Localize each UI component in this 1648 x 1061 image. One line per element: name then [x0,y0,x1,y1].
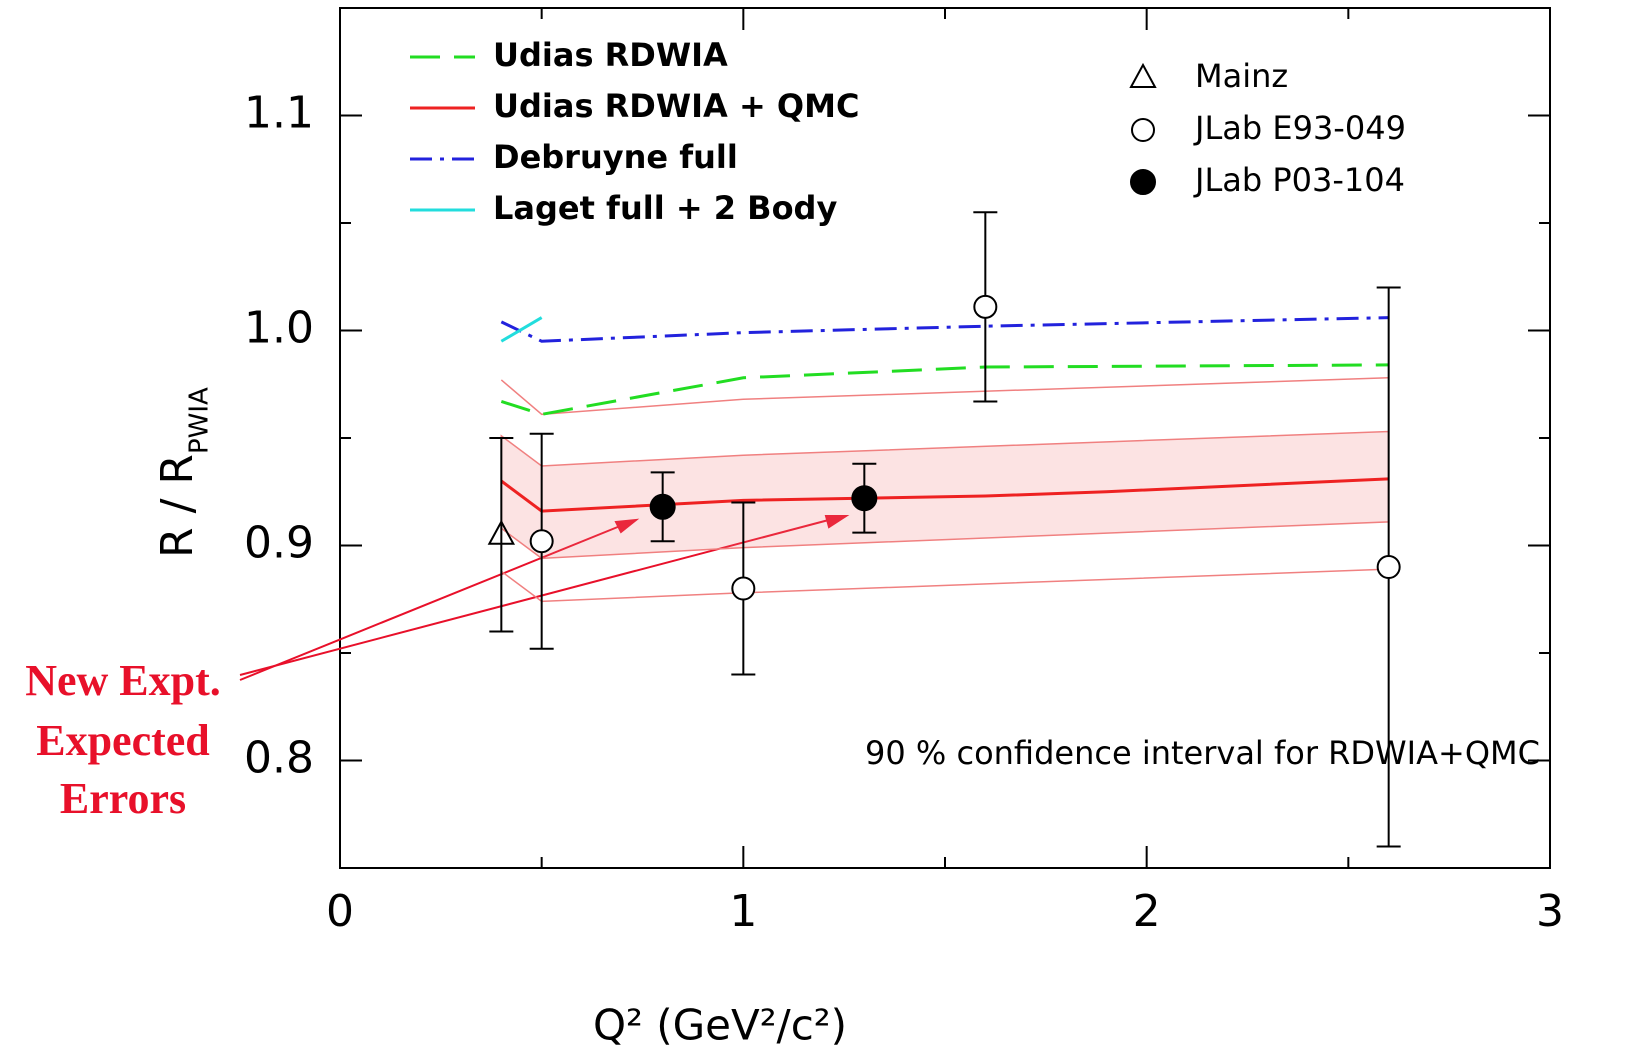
x-tick-label: 2 [1133,886,1161,937]
curve [500,316,1389,343]
y-axis-label-sub: PWIA [185,387,215,454]
data-point [731,576,756,601]
band-edge [500,377,1389,416]
arrow [239,516,841,676]
curve [500,363,1389,416]
annotation: Expected [36,716,210,765]
annotation: Errors [60,774,186,823]
legend-label: JLab E93-049 [1193,109,1406,147]
confidence-band [500,430,1390,560]
legend-marker [1129,62,1157,88]
y-axis-label: R / R [152,454,203,558]
y-tick-label: 0.9 [244,518,314,569]
x-tick-label: 3 [1536,886,1564,937]
legend-label: Laget full + 2 Body [493,189,837,227]
x-axis-label: Q² (GeV²/c²) [593,1001,847,1050]
arrow-head [614,518,640,534]
x-tick-label: 0 [326,886,354,937]
y-tick-label: 1.1 [244,88,314,139]
legend-label: Udias RDWIA + QMC [493,87,859,125]
legend-label: Mainz [1195,57,1288,95]
legend-marker [1131,118,1155,142]
data-point [851,485,878,512]
legend-label: JLab P03-104 [1193,161,1405,199]
legend-label: Debruyne full [493,138,738,176]
arrow [239,521,631,681]
annotation: 90 % confidence interval for RDWIA+QMC [865,734,1540,772]
data-point [529,529,554,554]
annotation: New Expt. [25,656,221,705]
data-point [973,294,998,319]
data-point [487,519,516,545]
data-point [649,493,676,520]
band-edge [500,568,1389,603]
y-tick-label: 1.0 [244,303,314,354]
y-tick-label: 0.8 [244,733,314,784]
curve [500,316,543,343]
legend-marker [1130,169,1156,195]
arrow-head [824,515,850,529]
legend-label: Udias RDWIA [493,36,728,74]
x-tick-label: 1 [729,886,757,937]
data-point [1376,555,1401,579]
